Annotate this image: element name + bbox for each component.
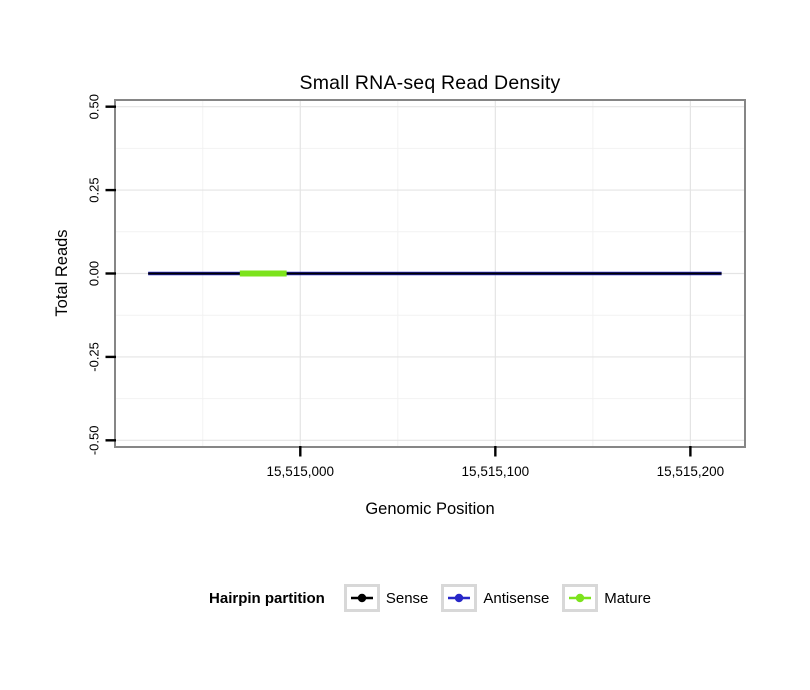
y-tick-label: -0.25 — [87, 342, 102, 372]
chart-title: Small RNA-seq Read Density — [299, 72, 561, 94]
legend-item-antisense: Antisense — [441, 584, 549, 612]
y-tick-label: 0.25 — [87, 177, 102, 202]
x-axis-title: Genomic Position — [365, 500, 495, 518]
legend: Hairpin partition Sense Antisense Mature — [115, 580, 745, 616]
legend-title: Hairpin partition — [209, 589, 325, 607]
legend-key-box — [441, 584, 478, 612]
x-tick-label: 15,515,200 — [657, 464, 725, 479]
legend-item-label: Mature — [604, 589, 651, 607]
legend-key-glyph — [569, 593, 592, 603]
y-tick-label: -0.50 — [87, 426, 102, 456]
legend-key-box — [562, 584, 599, 612]
x-tick-label: 15,515,100 — [462, 464, 530, 479]
legend-key-box — [343, 584, 380, 612]
legend-key-glyph — [448, 593, 471, 603]
legend-item-mature: Mature — [562, 584, 651, 612]
y-tick-label: 0.50 — [87, 94, 102, 119]
legend-item-label: Sense — [385, 589, 429, 607]
legend-key-glyph — [350, 593, 373, 603]
y-axis-title: Total Reads — [53, 229, 71, 317]
x-tick-label: 15,515,000 — [267, 464, 335, 479]
plot-panel: 0.50 0.25 0.00 -0.25 -0.50 15,515,000 15,515,1… — [87, 94, 746, 479]
y-tick-label: 0.00 — [87, 261, 102, 286]
legend-item-sense: Sense — [343, 584, 429, 612]
legend-item-label: Antisense — [483, 589, 550, 607]
